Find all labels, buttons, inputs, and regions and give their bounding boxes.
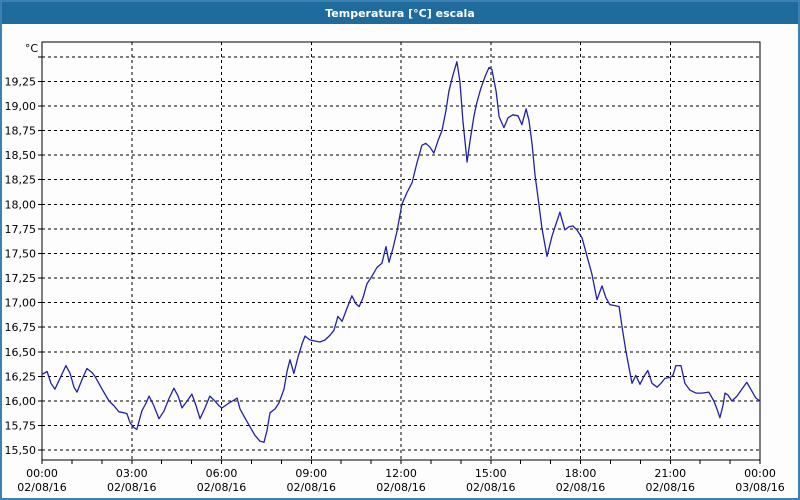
y-tick-label: 18,25 — [5, 174, 37, 187]
x-tick-date-label: 02/08/16 — [287, 481, 336, 494]
y-tick-label: 17,50 — [5, 247, 37, 260]
y-tick-label: 16,25 — [5, 370, 37, 383]
y-tick-label: 18,50 — [5, 149, 37, 162]
y-tick-label: 16,50 — [5, 346, 37, 359]
y-tick-label: 16,00 — [5, 395, 37, 408]
x-axis-labels: 00:0002/08/1603:0002/08/1606:0002/08/160… — [17, 467, 784, 494]
y-tick-label: 18,75 — [5, 125, 37, 138]
y-tick-label: 17,75 — [5, 223, 37, 236]
y-axis-unit-label: °C — [25, 42, 39, 55]
x-tick-time-label: 00:00 — [744, 467, 776, 480]
x-tick-time-label: 06:00 — [206, 467, 238, 480]
axis-ticks — [38, 56, 761, 464]
x-tick-date-label: 02/08/16 — [107, 481, 156, 494]
series-line-temperatura — [41, 61, 761, 443]
y-tick-label: 18,00 — [5, 198, 37, 211]
x-tick-time-label: 00:00 — [26, 467, 58, 480]
y-tick-label: 17,00 — [5, 297, 37, 310]
x-tick-date-label: 02/08/16 — [556, 481, 605, 494]
chart-area: 19,25 19,00 18,75 18,50 18,25 18,00 17,75 17,50… — [2, 24, 798, 498]
x-tick-time-label: 18:00 — [565, 467, 597, 480]
y-tick-label: 15,75 — [5, 420, 37, 433]
x-tick-date-label: 02/08/16 — [466, 481, 515, 494]
gridlines — [42, 42, 760, 460]
x-tick-time-label: 21:00 — [654, 467, 686, 480]
temperature-chart: 19,25 19,00 18,75 18,50 18,25 18,00 17,75 17,50… — [5, 41, 785, 494]
x-tick-date-label: 02/08/16 — [197, 481, 246, 494]
x-tick-date-label: 02/08/16 — [376, 481, 425, 494]
x-tick-time-label: 15:00 — [475, 467, 507, 480]
y-tick-label: 16,75 — [5, 321, 37, 334]
y-axis-labels: 19,25 19,00 18,75 18,50 18,25 18,00 17,75 17,50… — [5, 42, 39, 457]
x-tick-date-label: 03/08/16 — [735, 481, 784, 494]
y-tick-label: 19,00 — [5, 100, 37, 113]
x-tick-time-label: 03:00 — [116, 467, 148, 480]
window-titlebar: Temperatura [°C] escala — [2, 2, 798, 24]
x-tick-date-label: 02/08/16 — [17, 481, 66, 494]
window-title: Temperatura [°C] escala — [325, 6, 475, 20]
x-tick-date-label: 02/08/16 — [646, 481, 695, 494]
y-tick-label: 17,25 — [5, 272, 37, 285]
y-tick-label: 19,25 — [5, 75, 37, 88]
x-tick-time-label: 12:00 — [385, 467, 417, 480]
x-tick-time-label: 09:00 — [295, 467, 327, 480]
y-tick-label: 15,50 — [5, 444, 37, 457]
